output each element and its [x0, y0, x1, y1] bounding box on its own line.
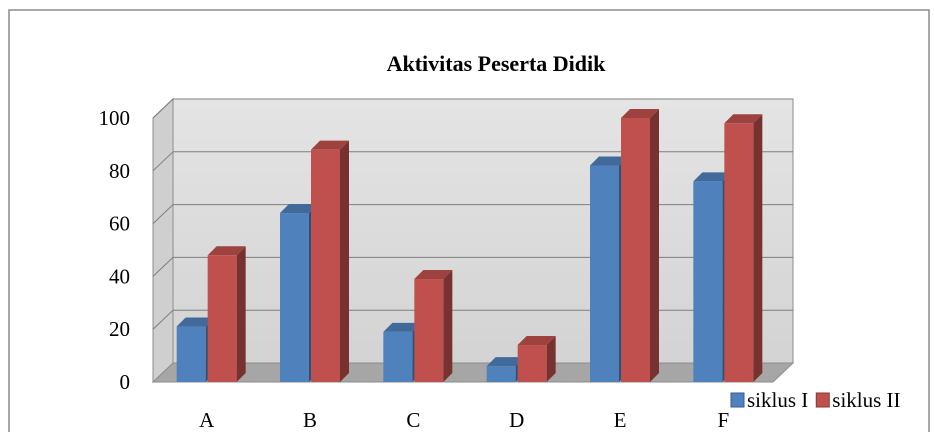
x-tick-label: D — [509, 408, 524, 432]
y-tick-label: 80 — [109, 159, 130, 183]
bar-side — [443, 270, 453, 382]
y-tick-label: 100 — [99, 106, 131, 130]
legend: siklus I siklus II — [730, 388, 901, 412]
bar-front — [176, 326, 206, 382]
bar-front — [383, 331, 413, 382]
legend-label: siklus II — [832, 388, 900, 412]
bar — [414, 270, 453, 382]
bar-top — [693, 172, 732, 182]
gridline-depth — [152, 98, 174, 119]
bar-side — [340, 140, 349, 382]
y-tick-label: 60 — [109, 212, 130, 236]
bar-front — [590, 165, 619, 382]
bar-side — [650, 109, 659, 382]
bar-top — [176, 317, 215, 327]
y-axis: 0 20 40 60 80 100 — [99, 106, 131, 394]
bar-top — [724, 114, 763, 124]
legend-label: siklus I — [747, 388, 808, 412]
bar-front — [311, 149, 340, 382]
chart-title: Aktivitas Peserta Didik — [387, 51, 607, 76]
bar — [517, 336, 556, 382]
bar — [724, 114, 763, 382]
bar-front — [693, 181, 723, 382]
x-tick-label: C — [406, 408, 420, 432]
bar-top — [414, 270, 453, 280]
legend-swatch — [730, 392, 745, 408]
bar-top — [280, 204, 318, 214]
bar-top — [517, 336, 556, 346]
gridline-depth — [152, 151, 174, 172]
gridline-depth — [152, 257, 174, 277]
bar-top — [207, 246, 246, 256]
y-tick-label: 40 — [109, 264, 130, 288]
x-axis: A B C D E F — [199, 408, 729, 432]
gridline-depth — [152, 309, 174, 330]
bar-front — [207, 255, 237, 382]
bar-side — [546, 336, 556, 382]
bar-top — [590, 156, 628, 166]
bar-side — [236, 246, 246, 382]
x-tick-label: B — [303, 408, 317, 432]
bar-front — [414, 279, 444, 382]
bar — [486, 357, 525, 382]
gridline-depth — [152, 204, 174, 224]
bar-front — [517, 345, 547, 382]
bar-top — [311, 140, 349, 150]
bar-front — [486, 366, 516, 382]
bar-front — [724, 123, 754, 382]
plot-area — [151, 97, 795, 384]
bar — [311, 140, 349, 382]
x-tick-label: E — [614, 408, 627, 432]
y-tick-label: 20 — [109, 317, 130, 341]
bar-top — [383, 322, 422, 332]
y-tick-label: 0 — [120, 370, 131, 394]
bar-side — [753, 114, 763, 382]
side-wall — [152, 97, 174, 384]
bar — [621, 109, 659, 382]
x-tick-label: A — [199, 408, 215, 432]
bar-top — [621, 109, 659, 118]
bar — [207, 246, 246, 382]
bar-top — [486, 357, 525, 367]
x-tick-label: F — [717, 408, 729, 432]
bar-front — [621, 118, 650, 382]
bar-front — [280, 213, 309, 382]
legend-swatch — [815, 392, 830, 408]
